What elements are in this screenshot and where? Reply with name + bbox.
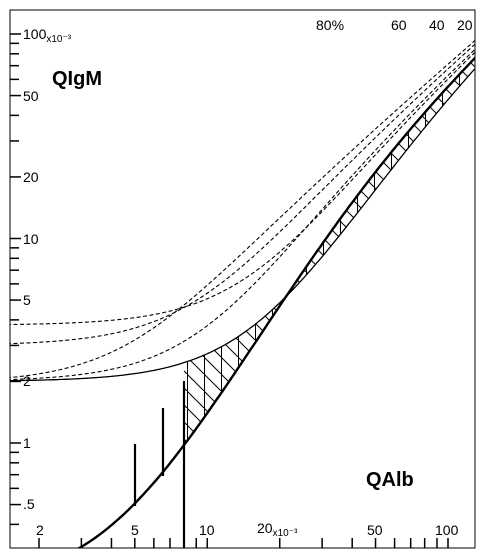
lower-curve <box>10 67 475 382</box>
y-tick-label-1: 1 <box>23 435 31 451</box>
y-tick-label-0.5: .5 <box>23 496 35 512</box>
x-tick-label-5: 5 <box>131 522 139 538</box>
y-tick-label-2: 2 <box>23 373 31 389</box>
curve-40-percent <box>10 48 475 381</box>
hatch-fill <box>183 57 475 446</box>
y-tick-label-20: 20 <box>23 169 39 185</box>
curves <box>10 39 475 548</box>
y-tick-label-5: 5 <box>23 292 31 308</box>
x-tick-label-20: 20x10⁻³ <box>257 520 298 539</box>
x-tick-label-10: 10 <box>199 522 215 538</box>
curve-label-20: 20 <box>457 17 473 33</box>
x-tick-label-50: 50 <box>367 522 383 538</box>
vertical-markers <box>133 381 186 548</box>
curve-label-60: 60 <box>391 17 407 33</box>
region-label-qigm: QIgM <box>52 68 102 90</box>
y-tick-label-10: 10 <box>23 231 39 247</box>
curve-label-40: 40 <box>429 17 445 33</box>
curve-60-percent <box>10 43 475 345</box>
curve-80-percent <box>10 39 475 379</box>
boundary-curve <box>77 56 475 548</box>
region-label-qalb: QAlb <box>366 469 414 491</box>
plot-frame <box>9 9 476 549</box>
hatched-region <box>183 57 475 446</box>
x-tick-label-100: 100 <box>435 522 459 538</box>
curve-20-percent <box>10 51 475 326</box>
x-tick-label-2: 2 <box>36 522 44 538</box>
curve-label-80: 80% <box>316 17 344 33</box>
y-tick-label-100: 100x10⁻³ <box>23 26 72 45</box>
y-tick-label-50: 50 <box>23 88 39 104</box>
y-axis-ticks <box>10 33 21 526</box>
x-axis-ticks <box>38 538 449 548</box>
